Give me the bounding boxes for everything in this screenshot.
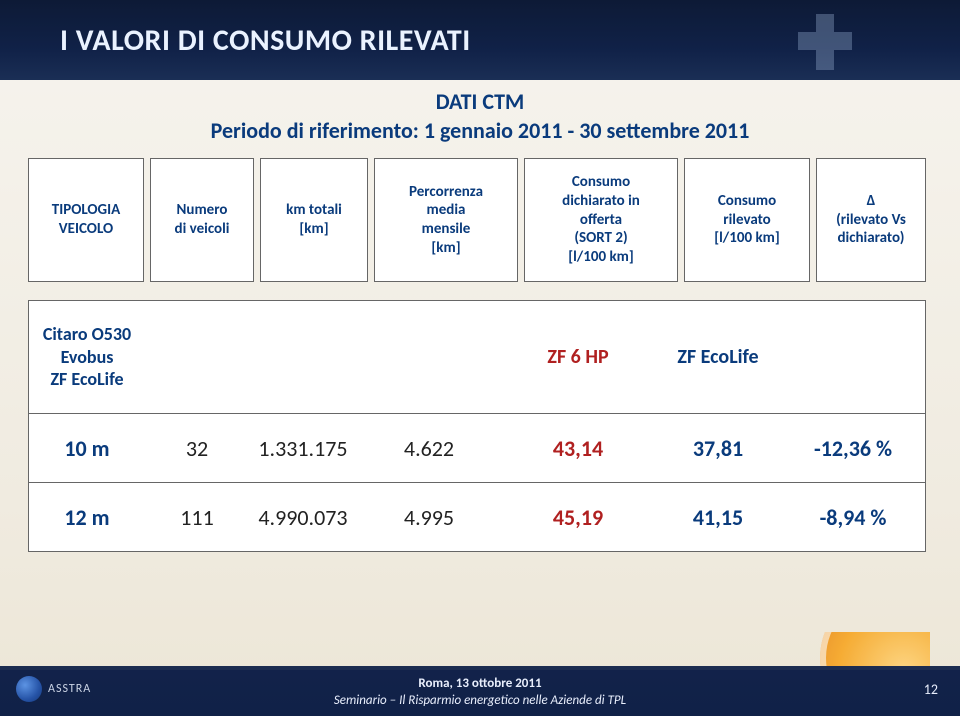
cell (781, 301, 925, 413)
cell: 41,15 (655, 483, 781, 551)
cell: 32 (145, 414, 249, 482)
globe-icon (16, 676, 42, 702)
col-header-consumo-dichiarato: Consumo dichiarato in offerta (SORT 2) [… (524, 158, 678, 282)
footer-band: ASSTRA Roma, 13 ottobre 2011 Seminario –… (0, 666, 960, 716)
col-header-text: Δ (867, 192, 876, 211)
col-header-text: [l/100 km] (714, 229, 779, 248)
col-header-text: km totali (286, 201, 342, 220)
cell-vehicle-type: Citaro O530 Evobus ZF EcoLife (29, 301, 145, 413)
cell-vehicle-type: 12 m (29, 483, 145, 551)
plus-watermark-icon (780, 12, 870, 72)
logo-text: ASSTRA (48, 682, 91, 696)
cell (145, 301, 249, 413)
col-header-text: Consumo (718, 192, 776, 211)
col-header-percorrenza: Percorrenza media mensile [km] (374, 158, 518, 282)
cell-delta: -12,36 % (781, 414, 925, 482)
subtitle-line-1: DATI CTM (0, 88, 960, 115)
col-header-delta: Δ (rilevato Vs dichiarato) (816, 158, 926, 282)
cell (357, 301, 501, 413)
col-header-text: [km] (431, 239, 460, 258)
col-header-text: dichiarato) (838, 229, 905, 248)
cell-text: Citaro O530 (43, 323, 131, 346)
col-header-km-totali: km totali [km] (260, 158, 368, 282)
subtitle-block: DATI CTM Periodo di riferimento: 1 genna… (0, 88, 960, 144)
cell-text: ZF EcoLife (50, 368, 123, 391)
footer-text: Il Risparmio energetico nelle Aziende di… (399, 693, 626, 708)
cell-delta: -8,94 % (781, 483, 925, 551)
cell-zf6hp: ZF 6 HP (501, 301, 655, 413)
footer-text: Seminario – (334, 693, 399, 708)
table-row: 10 m 32 1.331.175 4.622 43,14 37,81 -12,… (29, 413, 925, 482)
cell-vehicle-type: 10 m (29, 414, 145, 482)
asstra-logo: ASSTRA (16, 676, 91, 702)
sunburst-icon (810, 632, 930, 668)
col-header-text: di veicoli (175, 220, 230, 239)
col-header-text: Numero (177, 201, 228, 220)
cell: 4.990.073 (249, 483, 357, 551)
col-header-tipologia: TIPOLOGIA VEICOLO (28, 158, 144, 282)
cell (249, 301, 357, 413)
col-header-text: TIPOLOGIA (52, 201, 120, 220)
col-header-text: VEICOLO (59, 220, 113, 239)
cell-text: Evobus (61, 346, 114, 369)
cell: 111 (145, 483, 249, 551)
col-header-text: (SORT 2) (574, 229, 627, 248)
cell: 4.995 (357, 483, 501, 551)
cell: 4.622 (357, 414, 501, 482)
table-row: 12 m 111 4.990.073 4.995 45,19 41,15 -8,… (29, 482, 925, 551)
footer-center: Roma, 13 ottobre 2011 Seminario – Il Ris… (334, 676, 626, 710)
col-header-text: Consumo (572, 173, 630, 192)
cell: 43,14 (501, 414, 655, 482)
cell-zfecolife: ZF EcoLife (655, 301, 781, 413)
col-header-text: media (427, 201, 466, 220)
col-header-text: dichiarato in (562, 192, 640, 211)
col-header-text: [km] (299, 220, 328, 239)
col-header-text: rilevato (723, 211, 770, 230)
col-header-text: [l/100 km] (568, 248, 633, 267)
col-header-consumo-rilevato: Consumo rilevato [l/100 km] (684, 158, 810, 282)
page-number: 12 (924, 681, 938, 698)
table-row: Citaro O530 Evobus ZF EcoLife ZF 6 HP ZF… (29, 301, 925, 413)
col-header-text: (rilevato Vs (836, 211, 906, 230)
subtitle-line-2: Periodo di riferimento: 1 gennaio 2011 -… (0, 117, 960, 144)
footer-seminar: Seminario – Il Risparmio energetico nell… (334, 693, 626, 710)
cell: 37,81 (655, 414, 781, 482)
cell: 45,19 (501, 483, 655, 551)
page-title: I VALORI DI CONSUMO RILEVATI (60, 22, 471, 59)
table-header-row: TIPOLOGIA VEICOLO Numero di veicoli km t… (28, 158, 926, 282)
footer-date: Roma, 13 ottobre 2011 (334, 676, 626, 693)
col-header-text: offerta (580, 211, 622, 230)
data-table: Citaro O530 Evobus ZF EcoLife ZF 6 HP ZF… (28, 300, 926, 552)
cell: 1.331.175 (249, 414, 357, 482)
col-header-numero: Numero di veicoli (150, 158, 254, 282)
col-header-text: mensile (422, 220, 471, 239)
col-header-text: Percorrenza (409, 183, 483, 202)
